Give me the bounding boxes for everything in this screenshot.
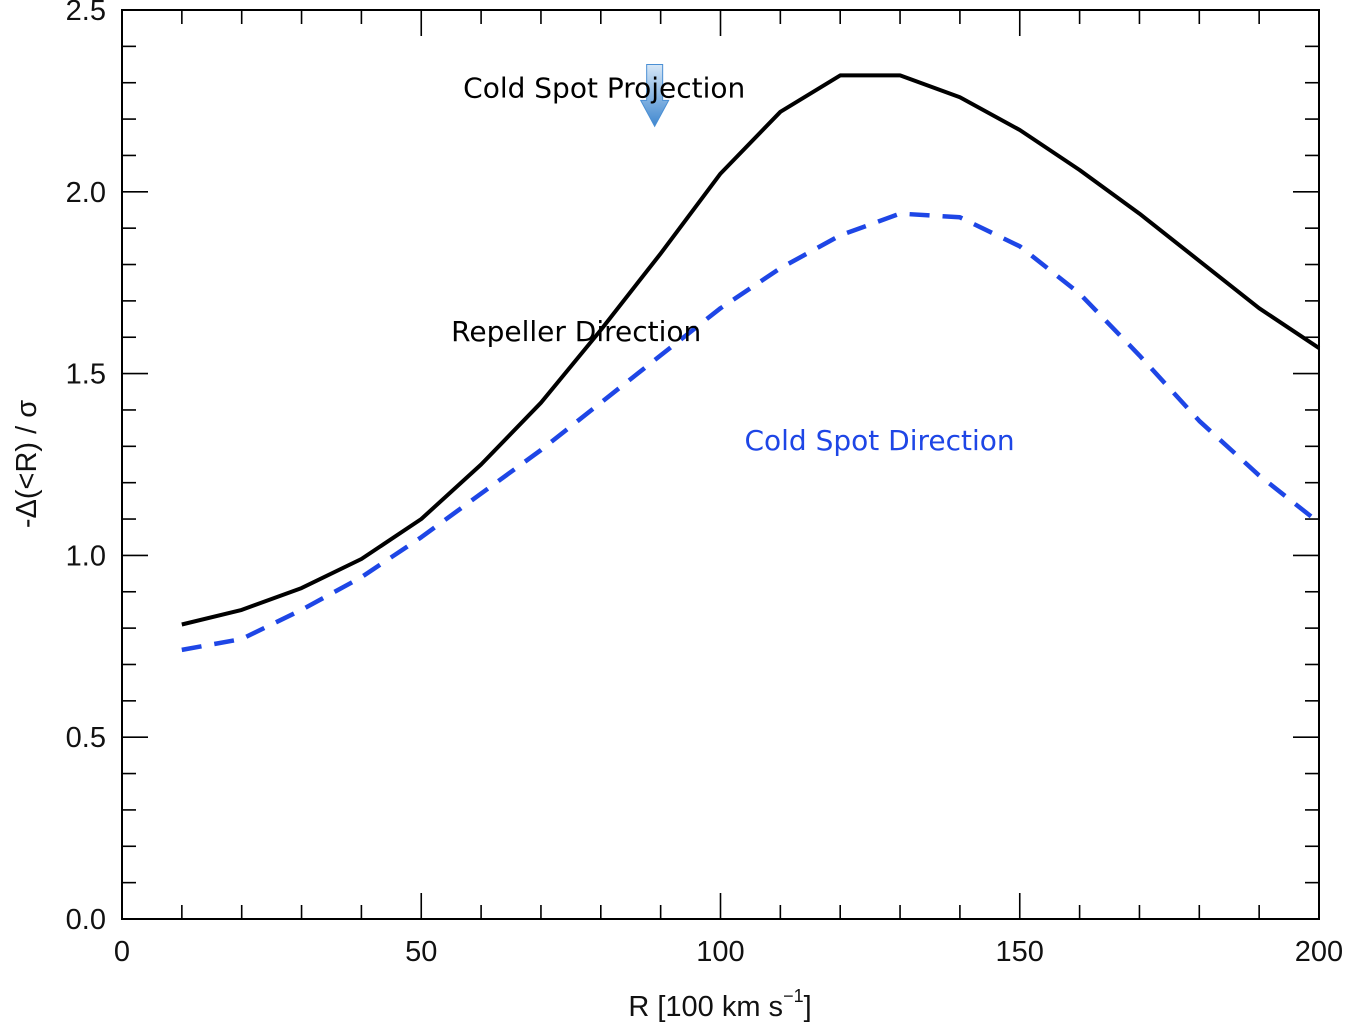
annotation-repeller-direction: Repeller Direction	[451, 315, 701, 348]
x-axis-title: R [100 km s−1]	[628, 986, 811, 1023]
annotation-cold-spot-direction: Cold Spot Direction	[744, 424, 1014, 457]
series-line-repeller-direction	[181, 73, 1321, 627]
x-tick-label: 50	[405, 936, 437, 968]
cold-spot-projection-arrow-icon	[639, 64, 670, 128]
y-tick-label: 2.5	[66, 0, 106, 27]
x-axis-title-close: ]	[804, 991, 812, 1023]
x-axis-title-main: R [100 km s	[628, 991, 783, 1023]
annotation-cold-spot-projection: Cold Spot Projection	[463, 71, 745, 104]
plot-frame	[121, 9, 1320, 920]
y-tick-label: 0.0	[66, 904, 106, 936]
x-tick-label: 0	[114, 936, 130, 968]
y-tick-label: 1.5	[66, 359, 106, 391]
y-tick-label: 1.0	[66, 540, 106, 572]
x-axis-title-sup: −1	[783, 986, 804, 1006]
series-line-cold-spot-direction	[181, 211, 1321, 653]
x-tick-label: 200	[1295, 936, 1343, 968]
x-tick-label: 150	[996, 936, 1044, 968]
y-tick-label: 0.5	[66, 722, 106, 754]
x-tick-label: 100	[696, 936, 744, 968]
y-axis-title: -Δ(<R) / σ	[11, 400, 43, 528]
y-tick-label: 2.0	[66, 177, 106, 209]
